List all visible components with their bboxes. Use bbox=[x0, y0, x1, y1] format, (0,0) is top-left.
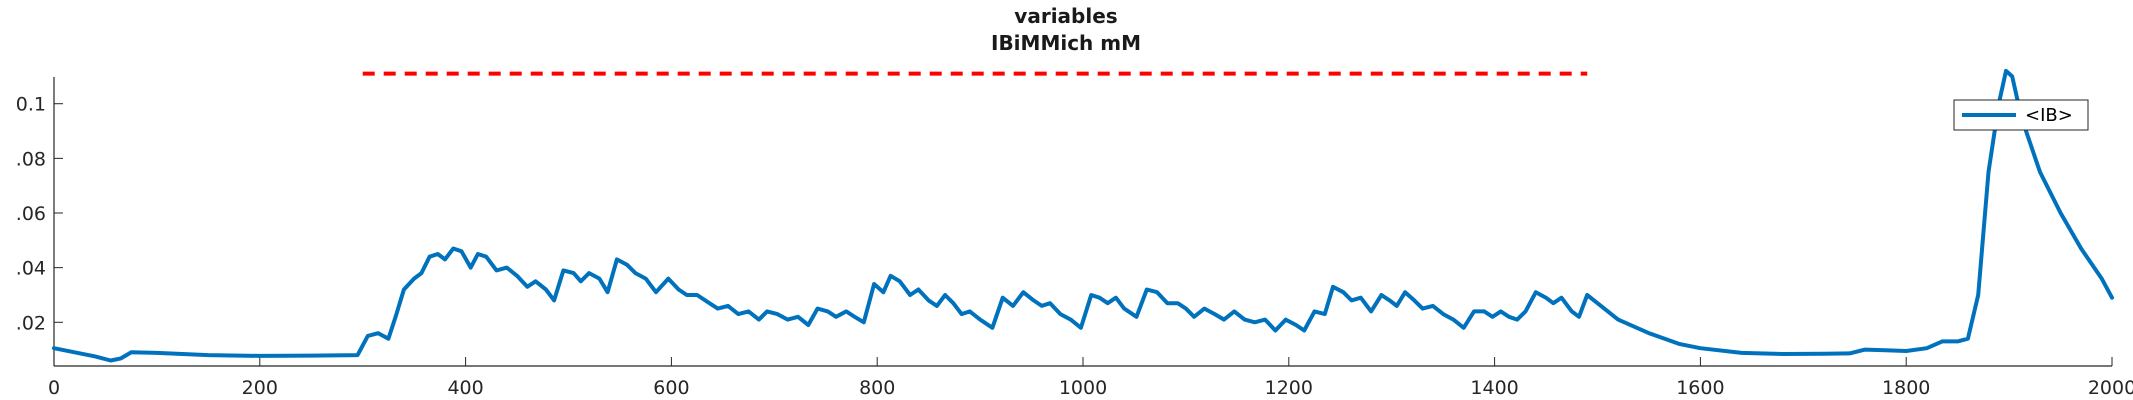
y-tick-label: .04 bbox=[16, 258, 46, 280]
y-tick-label: .08 bbox=[16, 148, 46, 170]
x-tick-label: 1400 bbox=[1470, 377, 1518, 399]
y-tick-label: .02 bbox=[16, 312, 46, 334]
y-tick-label: 0.1 bbox=[16, 94, 46, 116]
x-tick-label: 400 bbox=[447, 377, 483, 399]
y-tick-label: .06 bbox=[16, 203, 46, 225]
axis-ticks: 0 200 400 600 800 1000 1200 1400 1600 1800 2000 .02… bbox=[16, 94, 2133, 399]
x-tick-label: 1600 bbox=[1676, 377, 1724, 399]
legend-label: <IB> bbox=[2025, 105, 2073, 126]
x-tick-label: 1200 bbox=[1265, 377, 1313, 399]
x-tick-label: 2000 bbox=[2088, 377, 2133, 399]
chart-title: variables bbox=[1014, 4, 1117, 28]
x-tick-label: 1800 bbox=[1882, 377, 1930, 399]
series-line bbox=[52, 68, 2114, 363]
series-group bbox=[52, 68, 2114, 363]
chart-subtitle: IBiMMich mM bbox=[991, 31, 1141, 55]
x-tick-label: 200 bbox=[242, 377, 278, 399]
x-tick-label: 1000 bbox=[1059, 377, 1107, 399]
legend: <IB> bbox=[1953, 99, 2089, 131]
x-tick-label: 0 bbox=[48, 377, 60, 399]
x-tick-label: 800 bbox=[859, 377, 895, 399]
x-tick-label: 600 bbox=[653, 377, 689, 399]
